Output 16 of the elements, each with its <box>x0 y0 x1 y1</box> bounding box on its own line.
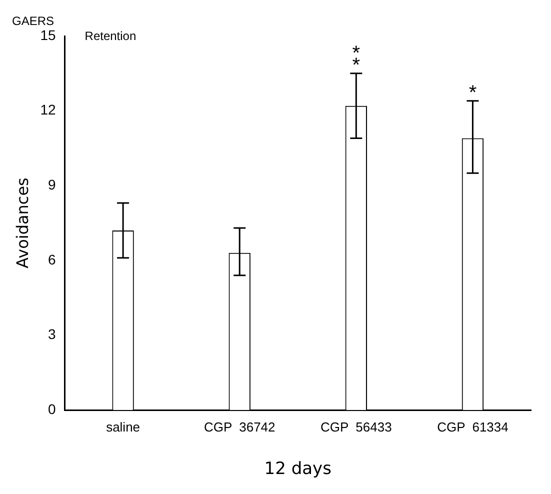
annotation: * <box>468 82 477 104</box>
y-tick-label: 9 <box>48 176 56 192</box>
x-tick-label: CGP 56433 <box>320 419 392 434</box>
x-tick-label: CGP 36742 <box>204 419 276 434</box>
x-tick-label: CGP 61334 <box>437 419 508 434</box>
y-tick-label: 0 <box>48 400 56 417</box>
x-axis-title: 12 days <box>264 459 332 480</box>
y-tick-label: 3 <box>48 326 56 342</box>
y-axis-title: Avoidances <box>12 178 32 268</box>
chart-title: GAERS <box>12 14 54 28</box>
annotation: Retention <box>84 29 136 43</box>
annotation: ** <box>352 42 360 76</box>
y-tick-label: 12 <box>40 102 56 118</box>
y-tick-label: 15 <box>40 26 56 43</box>
x-tick-label: saline <box>106 419 140 434</box>
y-tick-label: 6 <box>48 251 56 268</box>
